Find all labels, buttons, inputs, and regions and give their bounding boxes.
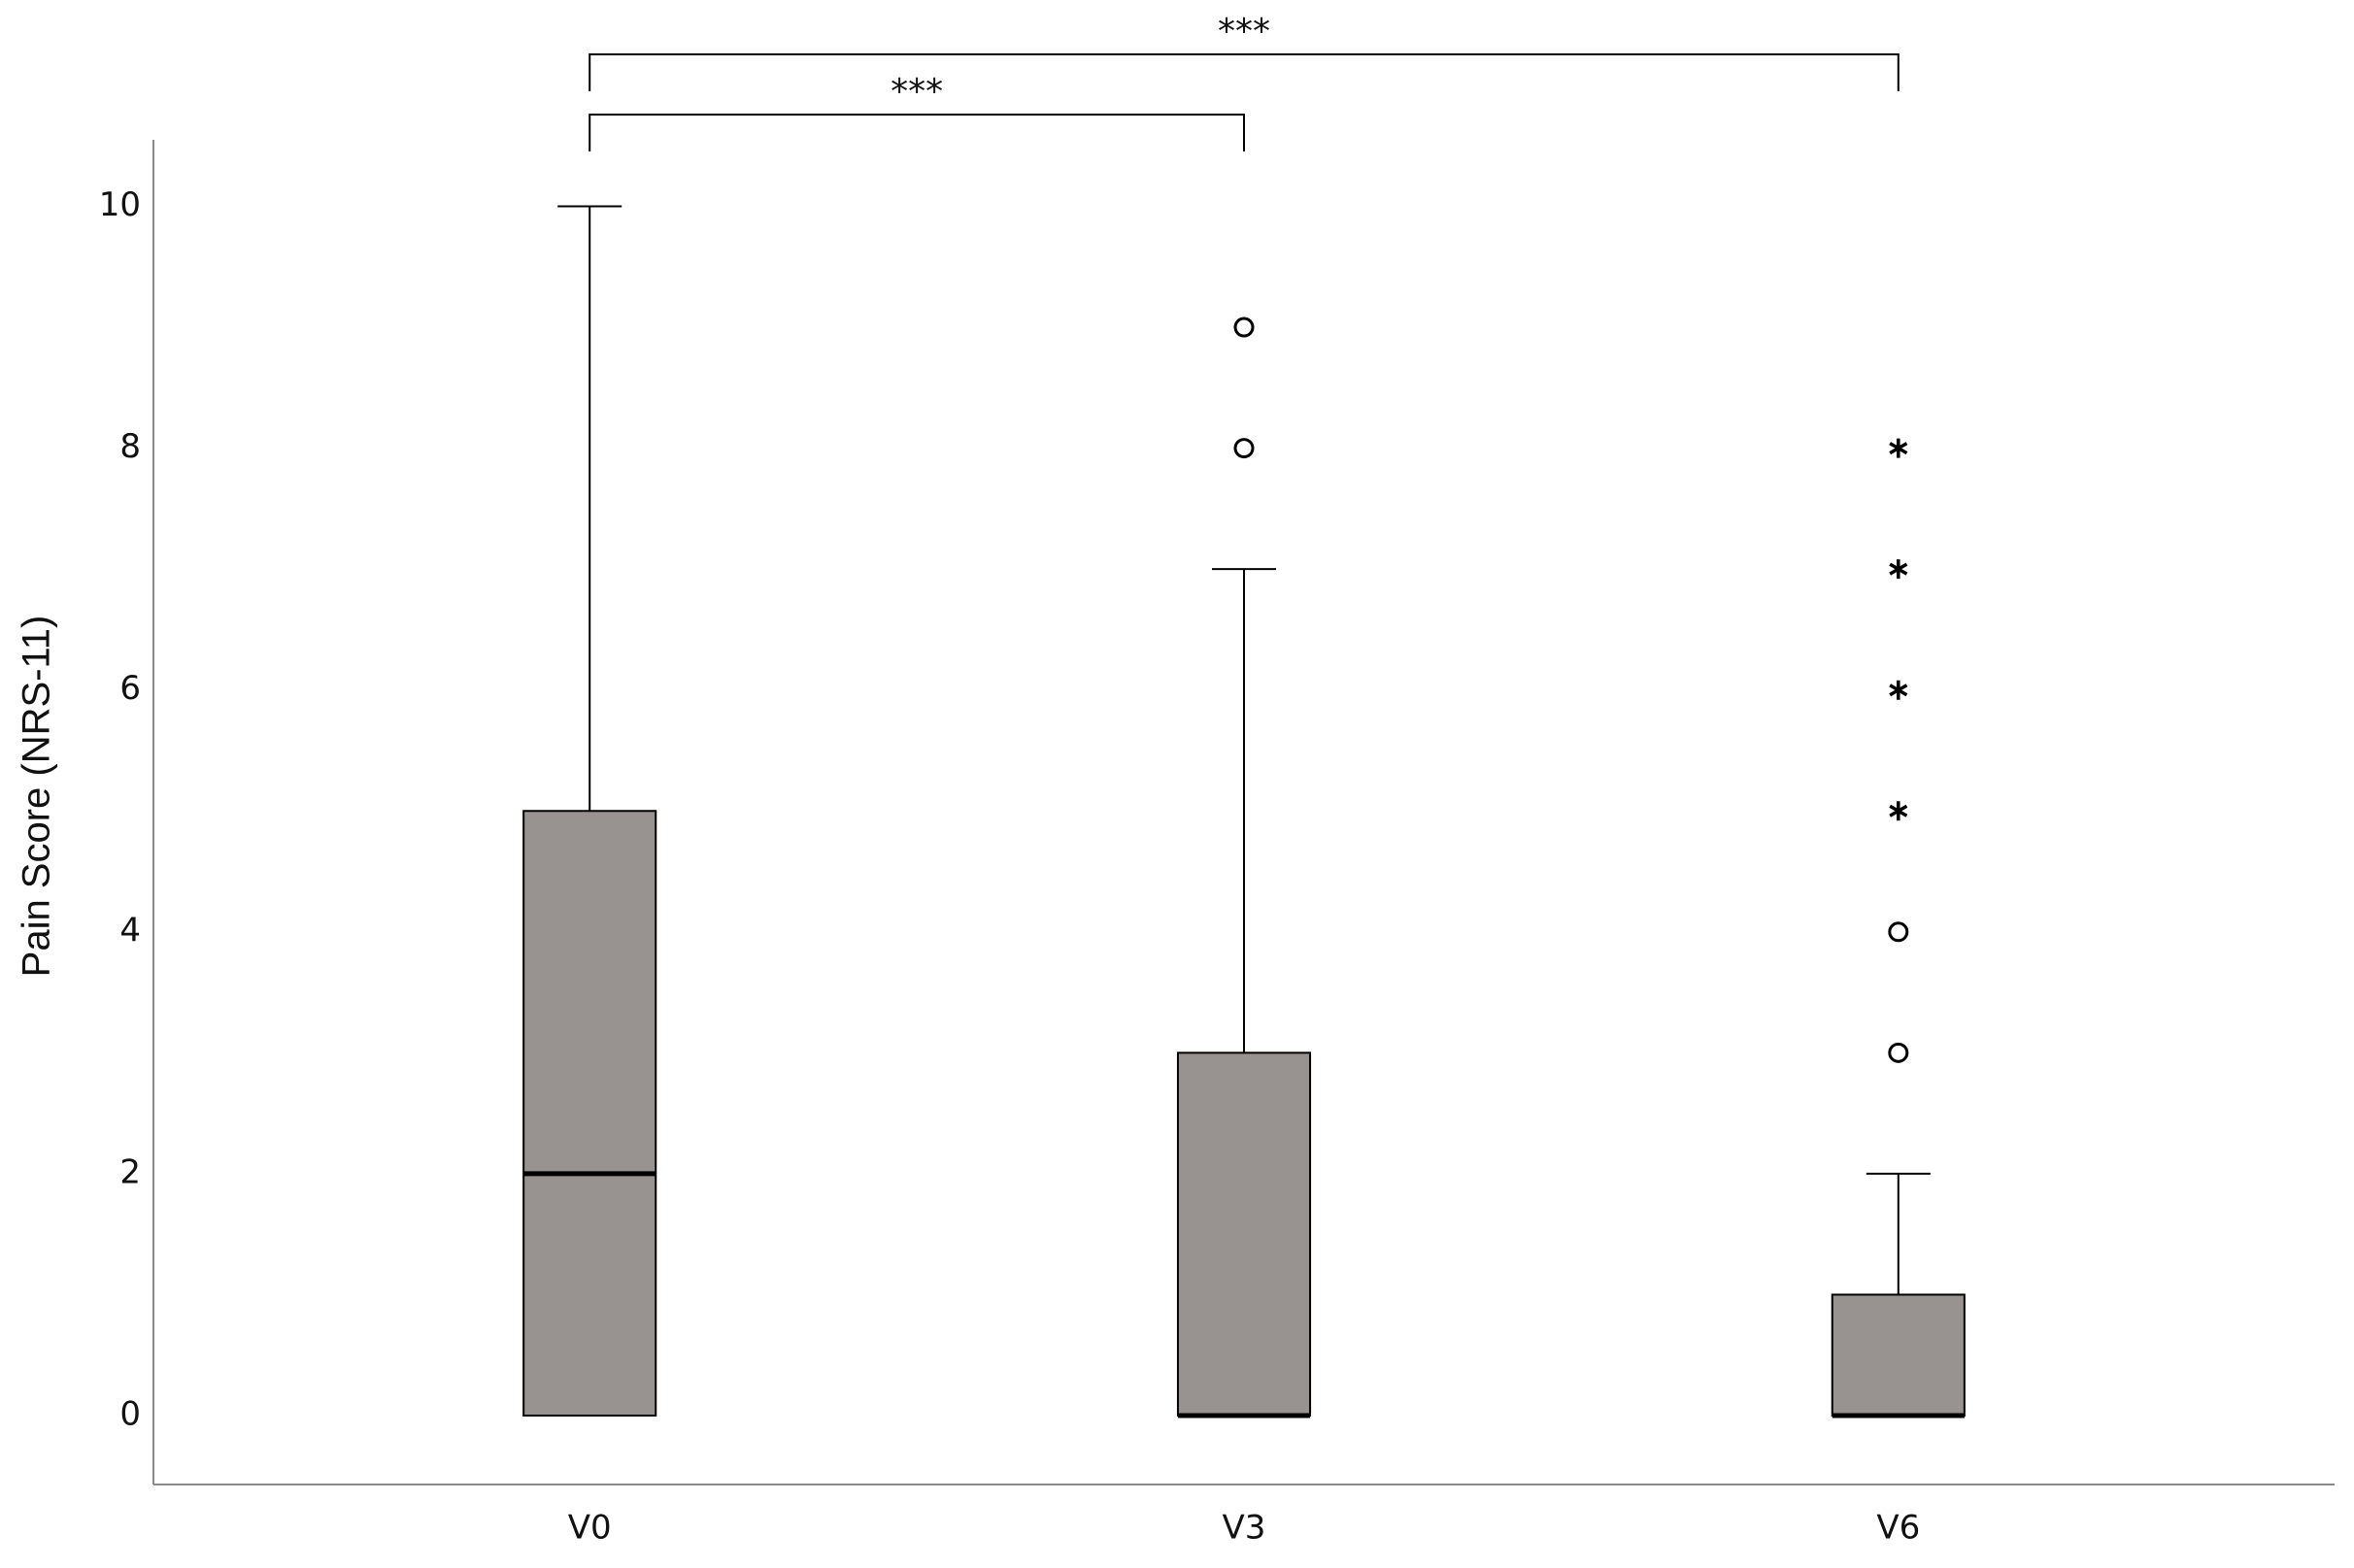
extreme-marker [1889, 438, 1908, 458]
box [1831, 1293, 1966, 1418]
extreme-marker [1889, 559, 1908, 580]
box [522, 810, 657, 1418]
y-tick-label: 8 [119, 427, 141, 466]
x-tick-label: V0 [568, 1509, 612, 1548]
significance-label: *** [1218, 12, 1270, 51]
outlier-marker [1233, 317, 1255, 338]
outlier-marker [1888, 1042, 1909, 1063]
y-tick-label: 6 [119, 669, 141, 708]
y-tick-label: 0 [119, 1395, 141, 1434]
y-tick-label: 4 [119, 911, 141, 950]
significance-bracket [588, 53, 1900, 91]
extreme-marker [1889, 680, 1908, 700]
significance-label: *** [891, 72, 943, 112]
x-tick-label: V3 [1223, 1509, 1266, 1548]
outlier-marker [1233, 438, 1255, 459]
y-tick-label: 10 [99, 185, 141, 224]
x-tick-label: V6 [1876, 1509, 1920, 1548]
outlier-marker [1888, 921, 1909, 943]
y-axis-label: Pain Score (NRS-11) [16, 616, 58, 978]
significance-bracket [588, 114, 1245, 151]
box [1176, 1051, 1312, 1418]
extreme-marker [1889, 801, 1908, 821]
y-tick-label: 2 [119, 1152, 141, 1191]
